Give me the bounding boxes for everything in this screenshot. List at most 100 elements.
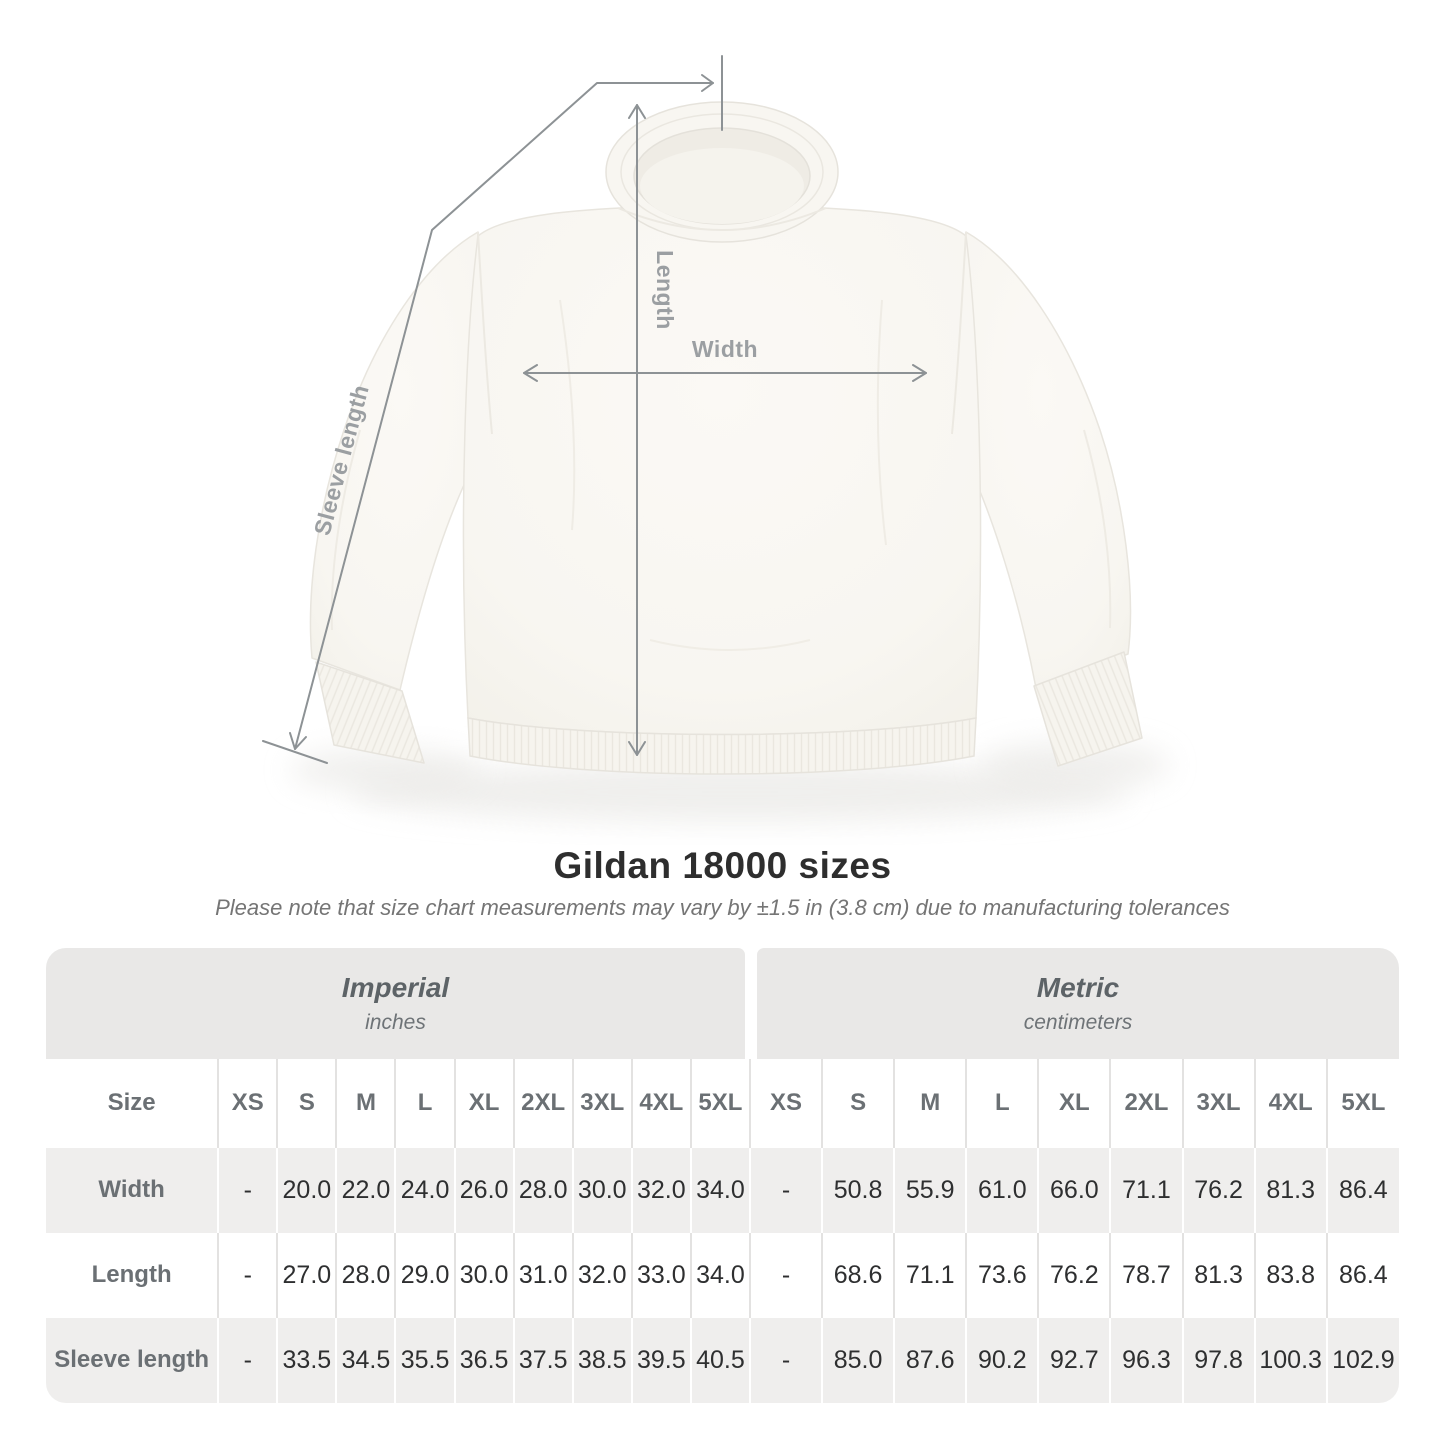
collar xyxy=(605,101,839,243)
length-label: Length xyxy=(652,250,678,330)
body-panel xyxy=(462,205,982,736)
metric-size-header: 2XL xyxy=(1110,1058,1184,1148)
table-cell: 30.0 xyxy=(572,1147,633,1233)
metric-unit: centimeters xyxy=(1023,1010,1133,1034)
table-cell: 90.2 xyxy=(966,1317,1040,1403)
table-cell: 66.0 xyxy=(1038,1147,1112,1233)
table-cell: - xyxy=(749,1232,824,1318)
metric-size-header: 4XL xyxy=(1254,1058,1328,1148)
size-table-grid: Size XS S M L XL 2XL 3XL 4XL 5XL XS S M L XL 2XL 3XL 4XL 5… xyxy=(46,1058,1399,1403)
table-cell: 92.7 xyxy=(1038,1317,1112,1403)
imperial-size-header: L xyxy=(395,1058,456,1148)
imperial-size-header: 2XL xyxy=(513,1058,574,1148)
table-cell: 39.5 xyxy=(631,1317,692,1403)
table-cell: 26.0 xyxy=(454,1147,515,1233)
table-cell: - xyxy=(218,1147,279,1233)
table-cell: 30.0 xyxy=(454,1232,515,1318)
table-cell: 85.0 xyxy=(822,1317,896,1403)
table-cell: 96.3 xyxy=(1110,1317,1184,1403)
imperial-section-header: Imperial inches xyxy=(46,947,745,1059)
table-cell: 87.6 xyxy=(894,1317,968,1403)
table-cell: 83.8 xyxy=(1254,1232,1328,1318)
table-cell: 34.0 xyxy=(690,1232,751,1318)
tolerance-note: Please note that size chart measurements… xyxy=(215,894,1230,920)
table-cell: 100.3 xyxy=(1254,1317,1328,1403)
table-cell: - xyxy=(749,1147,824,1233)
size-table: Imperial inches Metric centimeters Size X… xyxy=(46,947,1399,1403)
imperial-size-header: 3XL xyxy=(572,1058,633,1148)
table-cell: 34.0 xyxy=(690,1147,751,1233)
metric-size-header: 5XL xyxy=(1341,1089,1386,1117)
table-cell: 78.7 xyxy=(1110,1232,1184,1318)
table-cell: 102.9 xyxy=(1332,1345,1395,1374)
left-cuff xyxy=(315,661,425,764)
metric-size-header: 3XL xyxy=(1182,1058,1256,1148)
table-cell: 73.6 xyxy=(966,1232,1040,1318)
table-cell: 86.4 xyxy=(1339,1175,1388,1204)
metric-size-header: L xyxy=(966,1058,1040,1148)
table-cell: 81.3 xyxy=(1182,1232,1256,1318)
table-cell: 86.4 xyxy=(1339,1260,1388,1289)
right-cuff xyxy=(1033,651,1143,767)
table-cell: 50.8 xyxy=(822,1147,896,1233)
garment-shadow xyxy=(290,741,1170,822)
table-row: Width -20.0 22.0 24.0 26.0 28.0 30.0 32.0 34.0-5… xyxy=(46,1147,1399,1233)
table-cell: 61.0 xyxy=(966,1147,1040,1233)
table-cell: 32.0 xyxy=(572,1232,633,1318)
table-cell: 20.0 xyxy=(277,1147,338,1233)
row-label: Width xyxy=(46,1147,220,1233)
imperial-size-header: XS xyxy=(218,1058,279,1148)
measurement-diagram: Length Width Sleeve length xyxy=(262,55,1170,822)
metric-size-header: S xyxy=(822,1058,896,1148)
imperial-size-header: 4XL xyxy=(631,1058,692,1148)
table-cell: 76.2 xyxy=(1038,1232,1112,1318)
imperial-label: Imperial xyxy=(341,971,450,1003)
table-cell: 97.8 xyxy=(1182,1317,1256,1403)
table-cell: 68.6 xyxy=(822,1232,896,1318)
sweatshirt-illustration: Length Width Sleeve length xyxy=(262,55,1170,822)
table-cell: - xyxy=(218,1317,279,1403)
table-cell: 29.0 xyxy=(395,1232,456,1318)
imperial-size-header: XL xyxy=(454,1058,515,1148)
table-cell: 37.5 xyxy=(513,1317,574,1403)
table-cell: 81.3 xyxy=(1254,1147,1328,1233)
size-header-row: Size XS S M L XL 2XL 3XL 4XL 5XL XS S M L XL 2XL 3XL 4XL 5… xyxy=(46,1058,1399,1148)
row-label: Sleeve length xyxy=(46,1317,220,1403)
table-cell: 71.1 xyxy=(894,1232,968,1318)
table-cell: 24.0 xyxy=(395,1147,456,1233)
table-cell: 35.5 xyxy=(395,1317,456,1403)
table-cell: 34.5 xyxy=(336,1317,397,1403)
length-arrow xyxy=(628,104,646,756)
metric-size-header: XL xyxy=(1038,1058,1112,1148)
table-cell: 28.0 xyxy=(336,1232,397,1318)
metric-size-header: M xyxy=(894,1058,968,1148)
title-block: Gildan 18000 sizes Please note that size… xyxy=(0,845,1445,921)
metric-size-header: XS xyxy=(749,1058,824,1148)
table-cell: 71.1 xyxy=(1110,1147,1184,1233)
table-cell: 36.5 xyxy=(454,1317,515,1403)
metric-label: Metric xyxy=(1036,971,1120,1003)
table-cell: 76.2 xyxy=(1182,1147,1256,1233)
table-cell: 28.0 xyxy=(513,1147,574,1233)
table-cell: 55.9 xyxy=(894,1147,968,1233)
table-row: Sleeve length -33.5 34.5 35.5 36.5 37.5 38.5 39… xyxy=(46,1317,1399,1403)
size-col-header: Size xyxy=(46,1058,220,1148)
imperial-size-header: M xyxy=(336,1058,397,1148)
table-row: Length -27.0 28.0 29.0 30.0 31.0 32.0 33.0 34.0-… xyxy=(46,1232,1399,1318)
table-cell: 40.5 xyxy=(690,1317,751,1403)
table-cell: 32.0 xyxy=(631,1147,692,1233)
width-label: Width xyxy=(692,336,758,362)
metric-section-header: Metric centimeters xyxy=(757,947,1399,1059)
row-label: Length xyxy=(46,1232,220,1318)
imperial-size-header: 5XL xyxy=(690,1058,751,1148)
table-cell: 31.0 xyxy=(513,1232,574,1318)
imperial-size-header: S xyxy=(277,1058,338,1148)
waistband xyxy=(467,717,977,775)
table-cell: 27.0 xyxy=(277,1232,338,1318)
sleeve-length-arrow xyxy=(262,55,723,764)
page-title: Gildan 18000 sizes xyxy=(553,845,892,886)
table-cell: 33.0 xyxy=(631,1232,692,1318)
table-cell: - xyxy=(218,1232,279,1318)
table-cell: - xyxy=(749,1317,824,1403)
